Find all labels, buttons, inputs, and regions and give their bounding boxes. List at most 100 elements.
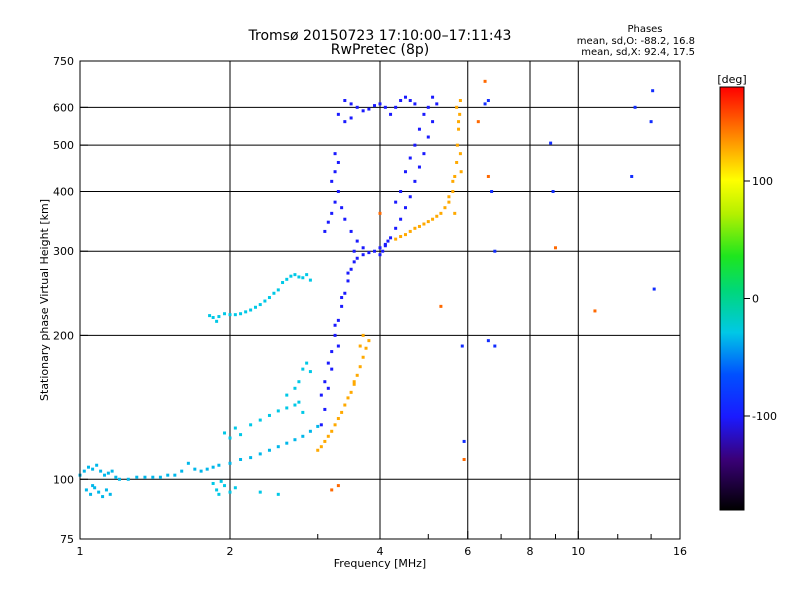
data-point bbox=[383, 244, 387, 248]
data-point bbox=[458, 152, 462, 156]
data-point bbox=[447, 195, 451, 199]
data-point bbox=[367, 251, 371, 255]
colorbar-tick-label: 100 bbox=[752, 175, 773, 188]
data-point bbox=[413, 143, 417, 147]
data-point bbox=[330, 367, 334, 371]
data-point bbox=[205, 467, 209, 471]
data-point bbox=[215, 319, 219, 323]
data-point bbox=[293, 438, 297, 442]
data-point bbox=[355, 239, 359, 243]
data-point bbox=[186, 461, 190, 465]
data-point bbox=[166, 473, 170, 477]
data-point bbox=[355, 256, 359, 260]
data-point bbox=[249, 456, 253, 460]
data-point bbox=[431, 95, 435, 99]
data-point bbox=[233, 313, 237, 317]
data-point bbox=[285, 277, 289, 281]
y-tick-label: 75 bbox=[60, 533, 74, 546]
data-point bbox=[91, 467, 95, 471]
data-point bbox=[99, 469, 103, 473]
data-point bbox=[399, 189, 403, 193]
data-point bbox=[258, 490, 262, 494]
data-point bbox=[455, 105, 459, 109]
data-point bbox=[361, 109, 365, 113]
x-tick-label: 4 bbox=[377, 545, 384, 558]
data-point bbox=[336, 344, 340, 348]
data-point bbox=[443, 206, 447, 210]
chart-title: Tromsø 20150723 17:10:00–17:11:43 bbox=[248, 28, 512, 44]
legend-line-o: mean, sd,O: -88.2, 16.8 bbox=[577, 36, 695, 47]
data-point bbox=[349, 102, 353, 106]
data-point bbox=[316, 448, 320, 452]
data-point bbox=[343, 99, 347, 103]
data-point bbox=[367, 339, 371, 343]
data-point bbox=[301, 367, 305, 371]
data-point bbox=[435, 102, 439, 106]
data-point bbox=[199, 469, 203, 473]
data-point bbox=[346, 271, 350, 275]
data-point bbox=[239, 312, 243, 316]
data-point bbox=[340, 304, 344, 308]
data-point bbox=[551, 189, 555, 193]
data-point bbox=[193, 467, 197, 471]
data-point bbox=[408, 229, 412, 233]
data-point bbox=[459, 170, 463, 174]
data-point bbox=[293, 273, 297, 277]
data-point bbox=[281, 281, 285, 285]
data-point bbox=[361, 333, 365, 337]
data-point bbox=[435, 214, 439, 218]
data-point bbox=[308, 278, 312, 282]
data-point bbox=[217, 315, 221, 319]
data-point bbox=[394, 200, 398, 204]
data-point bbox=[413, 179, 417, 183]
data-point bbox=[239, 457, 243, 461]
data-point bbox=[276, 492, 280, 496]
x-axis-label: Frequency [MHz] bbox=[334, 557, 426, 570]
data-point bbox=[215, 488, 219, 492]
data-point bbox=[336, 417, 340, 421]
y-tick-label: 300 bbox=[53, 245, 74, 258]
data-point bbox=[483, 79, 487, 83]
legend-heading: Phases bbox=[627, 24, 662, 35]
data-point bbox=[417, 127, 421, 131]
data-point bbox=[490, 189, 494, 193]
data-point bbox=[258, 418, 262, 422]
data-point bbox=[91, 484, 95, 488]
data-point bbox=[483, 102, 487, 106]
data-point bbox=[258, 303, 262, 307]
x-tick-label: 16 bbox=[673, 545, 687, 558]
data-point bbox=[305, 273, 309, 277]
data-point bbox=[593, 309, 597, 313]
data-point bbox=[399, 99, 403, 103]
data-point bbox=[413, 226, 417, 230]
data-point bbox=[135, 475, 139, 479]
data-point bbox=[330, 350, 334, 354]
data-point bbox=[364, 346, 368, 350]
data-point bbox=[389, 112, 393, 116]
x-tick-label: 6 bbox=[464, 545, 471, 558]
data-point bbox=[355, 105, 359, 109]
data-point bbox=[549, 141, 553, 145]
data-point bbox=[403, 170, 407, 174]
data-point bbox=[422, 222, 426, 226]
data-point bbox=[340, 296, 344, 300]
y-tick-label: 100 bbox=[53, 473, 74, 486]
data-point bbox=[151, 475, 155, 479]
data-point bbox=[82, 469, 86, 473]
colorbar-ticks: 100 0 -100 bbox=[744, 175, 777, 423]
data-point bbox=[293, 386, 297, 390]
data-point bbox=[223, 312, 227, 316]
data-point bbox=[358, 365, 362, 369]
x-tick-label: 1 bbox=[77, 545, 84, 558]
data-point bbox=[333, 200, 337, 204]
data-point bbox=[330, 211, 334, 215]
data-point bbox=[276, 409, 280, 413]
data-point bbox=[352, 380, 356, 384]
data-point bbox=[426, 105, 430, 109]
data-point bbox=[457, 127, 461, 131]
data-point bbox=[476, 120, 480, 124]
data-point bbox=[89, 492, 93, 496]
data-point bbox=[431, 120, 435, 124]
data-point bbox=[103, 473, 107, 477]
